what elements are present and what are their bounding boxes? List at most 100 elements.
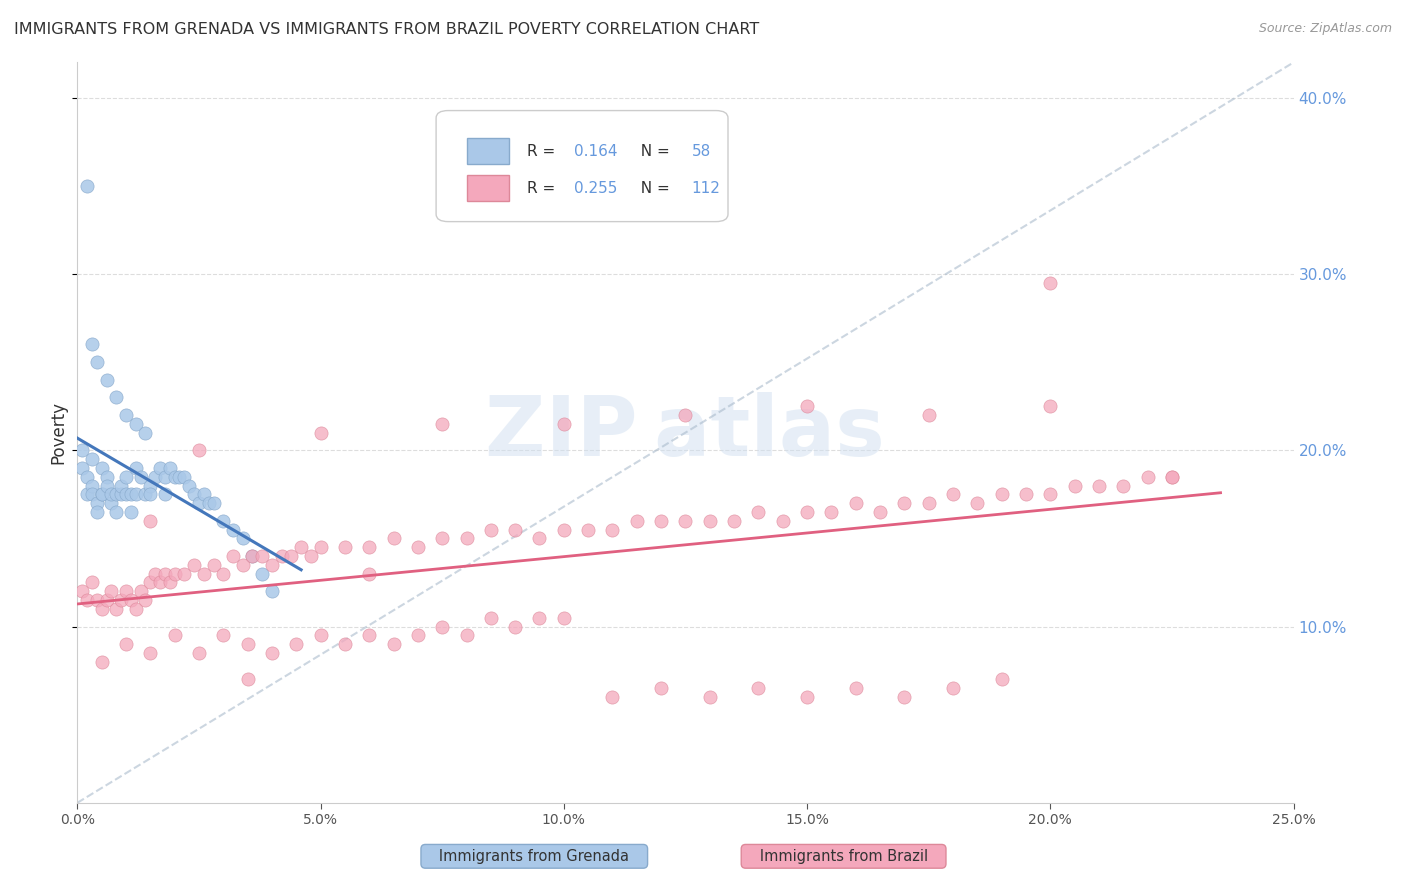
- Point: [1161, 469, 1184, 483]
- Point: [143, 469, 166, 483]
- Point: [129, 469, 152, 483]
- Y-axis label: Poverty: Poverty: [49, 401, 67, 464]
- Point: [153, 566, 176, 581]
- FancyBboxPatch shape: [436, 111, 728, 221]
- Point: [796, 690, 818, 704]
- Point: [96, 593, 118, 607]
- Point: [134, 425, 156, 440]
- Point: [675, 514, 697, 528]
- Point: [942, 681, 965, 696]
- Point: [100, 487, 122, 501]
- Text: R =: R =: [527, 181, 561, 196]
- Point: [406, 628, 429, 642]
- Point: [359, 628, 381, 642]
- Point: [236, 673, 259, 687]
- Text: N =: N =: [631, 181, 675, 196]
- FancyBboxPatch shape: [467, 138, 509, 164]
- Point: [96, 373, 118, 387]
- Point: [193, 487, 215, 501]
- Point: [333, 637, 356, 651]
- Point: [90, 655, 112, 669]
- Point: [76, 178, 98, 193]
- Point: [159, 575, 181, 590]
- Point: [115, 408, 138, 422]
- Point: [236, 637, 259, 651]
- Point: [129, 584, 152, 599]
- Point: [602, 690, 624, 704]
- Point: [188, 646, 211, 660]
- Point: [90, 487, 112, 501]
- Point: [820, 505, 842, 519]
- Point: [222, 523, 245, 537]
- Point: [990, 487, 1012, 501]
- Point: [747, 505, 769, 519]
- Point: [260, 558, 283, 572]
- Point: [990, 673, 1012, 687]
- Point: [120, 593, 142, 607]
- Point: [169, 469, 191, 483]
- Point: [845, 496, 868, 510]
- Point: [309, 540, 332, 554]
- Point: [650, 514, 672, 528]
- Point: [893, 496, 915, 510]
- Point: [456, 532, 478, 546]
- Point: [96, 478, 118, 492]
- Point: [120, 487, 142, 501]
- Point: [529, 532, 551, 546]
- Point: [626, 514, 648, 528]
- Point: [232, 532, 254, 546]
- Text: IMMIGRANTS FROM GRENADA VS IMMIGRANTS FROM BRAZIL POVERTY CORRELATION CHART: IMMIGRANTS FROM GRENADA VS IMMIGRANTS FR…: [14, 22, 759, 37]
- Point: [115, 584, 138, 599]
- Point: [105, 487, 128, 501]
- Point: [212, 628, 235, 642]
- Point: [76, 469, 98, 483]
- Point: [202, 496, 225, 510]
- Point: [115, 469, 138, 483]
- Point: [232, 558, 254, 572]
- Point: [250, 549, 273, 563]
- Point: [918, 408, 941, 422]
- Text: 0.164: 0.164: [574, 144, 617, 159]
- Point: [479, 610, 502, 624]
- Point: [183, 558, 205, 572]
- Point: [163, 628, 186, 642]
- Point: [125, 487, 148, 501]
- Point: [723, 514, 745, 528]
- Point: [602, 523, 624, 537]
- Text: 112: 112: [692, 181, 720, 196]
- Point: [125, 417, 148, 431]
- Point: [212, 566, 235, 581]
- Point: [893, 690, 915, 704]
- FancyBboxPatch shape: [467, 176, 509, 202]
- Point: [96, 469, 118, 483]
- Point: [359, 540, 381, 554]
- Text: N =: N =: [631, 144, 675, 159]
- Point: [503, 619, 526, 633]
- Point: [80, 452, 103, 467]
- Point: [242, 549, 264, 563]
- Point: [76, 593, 98, 607]
- Point: [125, 602, 148, 616]
- Point: [115, 637, 138, 651]
- Point: [1063, 478, 1085, 492]
- Point: [1112, 478, 1135, 492]
- Point: [153, 487, 176, 501]
- Point: [90, 487, 112, 501]
- Point: [430, 417, 453, 431]
- Point: [430, 532, 453, 546]
- Point: [747, 681, 769, 696]
- Text: 0.255: 0.255: [574, 181, 617, 196]
- Text: 58: 58: [692, 144, 711, 159]
- Point: [309, 425, 332, 440]
- Point: [1161, 469, 1184, 483]
- Point: [100, 584, 122, 599]
- Point: [179, 478, 201, 492]
- Point: [139, 514, 162, 528]
- Point: [699, 690, 721, 704]
- Point: [1039, 399, 1062, 413]
- Point: [430, 619, 453, 633]
- Point: [1015, 487, 1038, 501]
- Point: [197, 496, 219, 510]
- Point: [675, 408, 697, 422]
- Point: [80, 337, 103, 351]
